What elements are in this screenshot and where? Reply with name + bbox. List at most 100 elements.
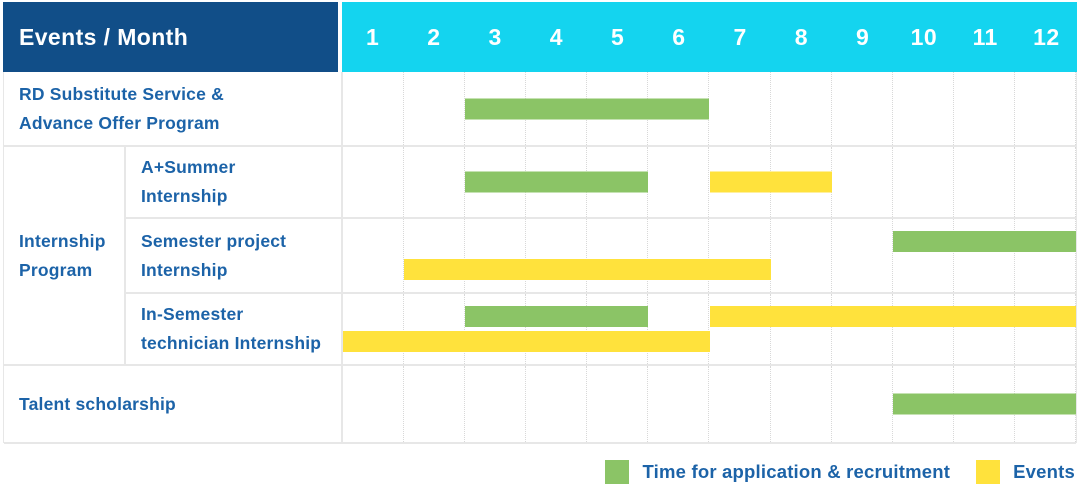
grid-cell bbox=[343, 219, 405, 292]
internship-program-label-line: Program bbox=[19, 259, 93, 280]
header-title: Events / Month bbox=[19, 23, 189, 50]
grid-cell bbox=[587, 366, 649, 442]
month-header-1: 1 bbox=[366, 23, 380, 50]
a-plus-summer-internship-application-bar bbox=[465, 171, 649, 193]
in-semester-technician-internship-month-grid bbox=[343, 294, 1076, 364]
grid-cell bbox=[771, 219, 832, 292]
month-header-2: 2 bbox=[427, 23, 441, 50]
grid-cell bbox=[954, 147, 1015, 217]
grid-cell bbox=[526, 219, 588, 292]
semester-project-internship-application-bar bbox=[892, 231, 1076, 252]
a-plus-summer-internship-event-bar bbox=[709, 171, 832, 193]
grid-cell bbox=[343, 72, 405, 145]
grid-cell bbox=[832, 366, 893, 442]
month-header-10: 10 bbox=[910, 23, 938, 50]
legend-label-events: Events bbox=[1013, 461, 1075, 482]
grid-cell bbox=[526, 366, 588, 442]
month-header-7: 7 bbox=[733, 23, 747, 50]
grid-cell bbox=[832, 72, 893, 145]
grid-cell bbox=[648, 147, 710, 217]
grid-cell bbox=[771, 72, 832, 145]
grid-cell bbox=[893, 219, 954, 292]
talent-scholarship-application-bar bbox=[892, 393, 1076, 415]
grid-cell bbox=[404, 72, 466, 145]
talent-scholarship-label: Talent scholarship bbox=[4, 366, 343, 442]
grid-cell bbox=[648, 219, 710, 292]
grid-cell bbox=[709, 72, 771, 145]
grid-cell bbox=[404, 366, 466, 442]
grid-cell bbox=[832, 294, 893, 364]
grid-cell bbox=[771, 366, 832, 442]
a-plus-summer-internship-label-line: A+Summer bbox=[141, 157, 236, 177]
month-header-5: 5 bbox=[611, 23, 625, 50]
grid-cell bbox=[465, 294, 527, 364]
events-month-header-cell: Events / Month bbox=[3, 2, 338, 72]
in-semester-technician-internship-event-bar bbox=[343, 331, 710, 352]
group-internship-program: Internship Program A+Summer Internship Semes… bbox=[4, 147, 1076, 366]
month-header-3: 3 bbox=[488, 23, 502, 50]
a-plus-summer-internship-month-grid bbox=[343, 147, 1076, 217]
grid-cell bbox=[832, 147, 893, 217]
grid-cell bbox=[1015, 72, 1076, 145]
grid-cell bbox=[343, 294, 405, 364]
rd-substitute-service-month-grid bbox=[343, 72, 1076, 145]
month-header-9: 9 bbox=[856, 23, 870, 50]
gantt-chart: Events / Month 1 2 3 4 5 6 7 8 9 10 11 12 RD Substi… bbox=[3, 2, 1077, 444]
rd-substitute-service-label: RD Substitute Service & Advance Offer Pro… bbox=[4, 72, 343, 145]
grid-cell bbox=[343, 147, 405, 217]
semester-project-internship-label: Semester project Internship bbox=[126, 219, 343, 292]
grid-cell bbox=[526, 294, 588, 364]
grid-cell bbox=[587, 219, 649, 292]
month-header-6: 6 bbox=[672, 23, 686, 50]
green-swatch-icon bbox=[605, 460, 630, 484]
semester-project-internship-label-line: Semester project bbox=[141, 230, 287, 251]
rd-substitute-service-label-line: Advance Offer Program bbox=[19, 112, 220, 133]
grid-cell bbox=[893, 72, 954, 145]
semester-project-internship-label-line: Internship bbox=[141, 259, 228, 280]
internship-program-rows: A+Summer Internship Semester project Intern… bbox=[126, 147, 1076, 364]
yellow-swatch-icon bbox=[976, 460, 1001, 484]
row-semester-project-internship: Semester project Internship bbox=[126, 219, 1076, 294]
grid-cell bbox=[1015, 147, 1076, 217]
gantt-body: RD Substitute Service & Advance Offer Pro… bbox=[4, 72, 1076, 444]
month-header-4: 4 bbox=[549, 23, 563, 50]
grid-cell bbox=[709, 366, 771, 442]
row-in-semester-technician-internship: In-Semester technician Internship bbox=[126, 294, 1076, 364]
grid-cell bbox=[893, 294, 954, 364]
grid-cell bbox=[648, 294, 710, 364]
month-header-12: 12 bbox=[1033, 23, 1060, 50]
legend-label-application: Time for application & recruitment bbox=[642, 461, 951, 482]
talent-scholarship-label-line: Talent scholarship bbox=[19, 393, 176, 414]
in-semester-technician-internship-application-bar bbox=[465, 306, 649, 327]
grid-cell bbox=[954, 294, 1015, 364]
semester-project-internship-event-bar bbox=[404, 259, 771, 280]
a-plus-summer-internship-label: A+Summer Internship bbox=[126, 147, 343, 217]
grid-cell bbox=[832, 219, 893, 292]
grid-cell bbox=[343, 366, 405, 442]
month-header-strip: 1 2 3 4 5 6 7 8 9 10 11 12 bbox=[342, 2, 1077, 72]
grid-cell bbox=[954, 219, 1015, 292]
internship-program-label-line: Internship bbox=[19, 230, 106, 251]
legend: Time for application & recruitment Event… bbox=[605, 460, 1075, 484]
grid-cell bbox=[771, 294, 832, 364]
grid-cell bbox=[1015, 219, 1076, 292]
in-semester-technician-internship-label-line: In-Semester bbox=[141, 304, 244, 324]
grid-cell bbox=[648, 366, 710, 442]
talent-scholarship-month-grid bbox=[343, 366, 1076, 442]
row-a-plus-summer-internship: A+Summer Internship bbox=[126, 147, 1076, 219]
a-plus-summer-internship-label-line: Internship bbox=[141, 186, 228, 206]
grid-cell bbox=[709, 294, 771, 364]
row-rd-substitute-service: RD Substitute Service & Advance Offer Pro… bbox=[4, 72, 1076, 147]
row-talent-scholarship: Talent scholarship bbox=[4, 366, 1076, 444]
month-header-8: 8 bbox=[794, 23, 808, 50]
grid-cell bbox=[404, 147, 466, 217]
header-gap bbox=[338, 2, 342, 72]
internship-program-label: Internship Program bbox=[4, 147, 126, 364]
grid-cell bbox=[954, 72, 1015, 145]
legend-item-application: Time for application & recruitment bbox=[605, 460, 950, 484]
grid-cell bbox=[709, 219, 771, 292]
month-header-11: 11 bbox=[972, 23, 998, 50]
grid-cell bbox=[465, 366, 527, 442]
header-row: Events / Month 1 2 3 4 5 6 7 8 9 10 11 12 bbox=[3, 2, 1077, 72]
grid-cell bbox=[1015, 294, 1076, 364]
